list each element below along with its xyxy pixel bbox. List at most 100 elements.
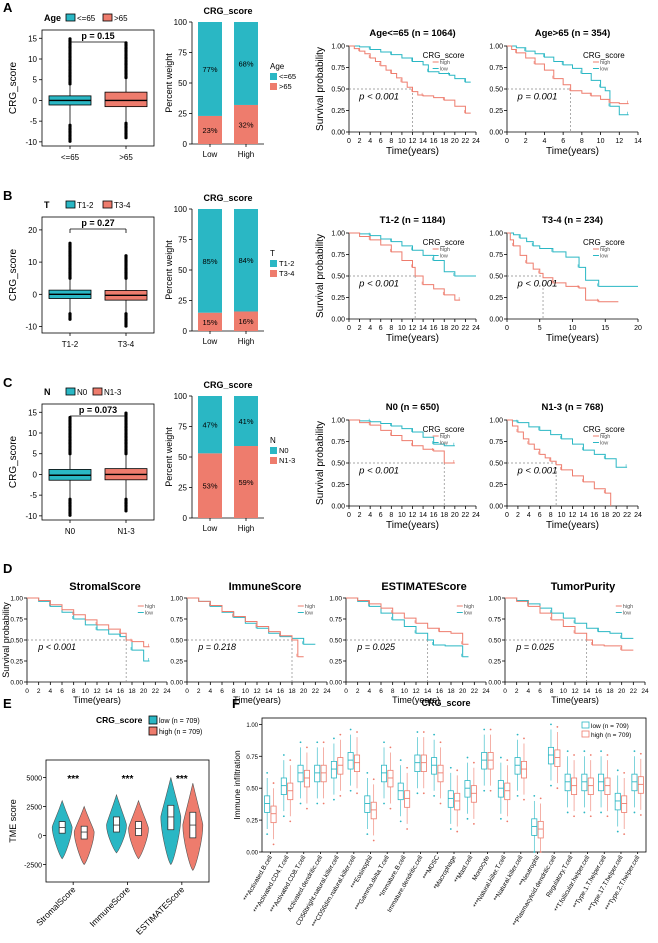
panelA-km1-km-xtick-label: 14 xyxy=(419,138,427,145)
panelF-outlier xyxy=(449,766,452,769)
panelB-km2-km-curve-low xyxy=(507,232,638,287)
panelD-2-km-ytick-label: 1.00 xyxy=(329,596,342,603)
panelB-box-legend-title: T xyxy=(44,200,50,210)
panelF-box-high xyxy=(437,764,444,783)
panelB-box-legend-label: T1-2 xyxy=(77,201,94,210)
panelA-box-xtick-label: <=65 xyxy=(61,153,80,162)
panelA-km1-km-xtick-label: 24 xyxy=(472,138,480,145)
panelF-outlier xyxy=(516,794,519,797)
panelB-stack-legend-swatch xyxy=(270,270,277,277)
panelF-outlier xyxy=(556,726,559,728)
panelD-2-km-xtick-label: 16 xyxy=(436,688,444,695)
panelB-km1-km-xtick-label: 2 xyxy=(358,325,362,332)
panelB-stack-bar-bottom xyxy=(234,311,258,331)
panelC-km1-km-legend-title: CRG_score xyxy=(423,425,465,434)
panelA-box-body xyxy=(104,91,148,108)
panelF-outlier xyxy=(573,815,575,818)
panelE-ytick-label: -2500 xyxy=(24,863,42,870)
panelC-km1-km-xtick-label: 22 xyxy=(462,512,470,519)
panelC-box-legend-title: N xyxy=(44,387,51,397)
panelE-ytick-label: 2500 xyxy=(26,804,42,811)
panelF-outlier xyxy=(466,756,469,759)
panelB-km1-km-xtick-label: 0 xyxy=(347,325,351,332)
panelB-stack-ytick-label: 100 xyxy=(174,205,188,214)
panelA-km1-km-xtick-label: 22 xyxy=(462,138,470,145)
panelF-outlier xyxy=(456,830,459,833)
panelD-1-km-xtick-label: 16 xyxy=(277,688,285,695)
panelD-2-km-xtick-label: 10 xyxy=(401,688,409,695)
panelF-box-low xyxy=(614,792,621,811)
panelD-0-km-ytick-label: 0.00 xyxy=(10,680,23,687)
panelC-box-ylabel: CRG_score xyxy=(8,435,19,488)
panelA-stack-label-top: 68% xyxy=(238,59,253,68)
panelB-stack-ytick-label: 50 xyxy=(178,266,187,275)
panelD-3-km-xtick-label: 20 xyxy=(618,688,626,695)
panelF-box-low xyxy=(414,754,421,772)
panelA-stack-bar-bottom xyxy=(198,115,222,144)
panelF-outlier xyxy=(333,737,335,740)
panelD-3-km-xtick-label: 22 xyxy=(630,688,638,695)
panelC-km1-km-xtick-label: 0 xyxy=(347,512,351,519)
panelF-box-high xyxy=(387,769,394,788)
panelA-km1-km-ytick-label: 0.75 xyxy=(331,65,345,72)
panelA-km1-km-xtick-label: 18 xyxy=(440,138,448,145)
panelF-outlier xyxy=(623,833,626,836)
panelF-box-low xyxy=(381,764,388,783)
panelA-stack-ytick-label: 0 xyxy=(183,140,188,149)
panelF-box-high xyxy=(320,764,327,783)
panelA-box-frame xyxy=(41,29,155,147)
panelB-km2-km-pvalue: p < 0.001 xyxy=(516,278,557,289)
panelD-3-km-xlabel: Time(years) xyxy=(551,695,599,705)
panelF-outlier xyxy=(616,830,619,833)
panelF-outlier xyxy=(306,807,308,810)
panelD-3-km-xtick-label: 18 xyxy=(606,688,614,695)
panelC-km2-km-xtick-label: 24 xyxy=(634,512,642,519)
panelF-outlier xyxy=(566,811,569,814)
panelA-box-outlier xyxy=(68,139,72,143)
panelF-outlier xyxy=(289,759,292,762)
panelC-stack-label-bottom: 59% xyxy=(238,478,253,487)
panelB-box-ytick-label: -10 xyxy=(25,323,37,332)
panelD-1-km-ytick-label: 0.25 xyxy=(170,659,183,666)
panelC-stack-legend-swatch xyxy=(270,457,277,464)
panelD-0-km-xtick-label: 22 xyxy=(152,688,160,695)
panelD-0-km-ytick-label: 0.50 xyxy=(10,638,23,645)
panelB-km1-km-xtick-label: 12 xyxy=(409,325,417,332)
panelD-0-km-xtick-label: 24 xyxy=(163,688,171,695)
panelB-km1-km-ytick-label: 0.50 xyxy=(331,274,345,281)
panelB-stack-bar-top xyxy=(198,209,222,313)
panelF-outlier xyxy=(282,815,285,818)
panelD-0-km-ytick-label: 0.25 xyxy=(10,659,23,666)
panelB-km2-km-xtick-label: 10 xyxy=(569,325,577,332)
panelB-km1-km-xtick-label: 22 xyxy=(462,325,470,332)
panelB-km2-km-ytick-label: 0.25 xyxy=(489,295,503,302)
panelA-km2-km-xtick-label: 8 xyxy=(580,138,584,145)
panelA-box-outlier xyxy=(68,37,72,41)
panelF-outlier xyxy=(306,746,308,749)
panelF-box-low xyxy=(514,757,521,775)
panelC-km1-km-legend-label: low xyxy=(440,441,448,447)
panelA-stack-legend-swatch xyxy=(270,73,277,80)
panelC-stack-bar-top xyxy=(234,396,258,447)
panelC-km2-km-xtick-label: 16 xyxy=(590,512,598,519)
panelB-box-ytick-label: 0 xyxy=(33,290,38,299)
panelC-stack-ytick-label: 0 xyxy=(183,514,188,523)
panelC-km1-km-xtick-label: 10 xyxy=(398,512,406,519)
panelC-km1-km-xtick-label: 24 xyxy=(472,512,480,519)
panelD-0-km-xtick-label: 18 xyxy=(128,688,136,695)
panelC-box-ytick-label: 5 xyxy=(33,450,38,459)
panelF-box-high xyxy=(287,782,294,801)
panelA-stack-ylabel: Percent weight xyxy=(164,53,174,113)
panelC-stack-bar-bottom xyxy=(198,453,222,518)
panelF-legend-label: high (n = 709) xyxy=(591,732,631,739)
panelA-km2-km-title: Age>65 (n = 354) xyxy=(535,28,611,39)
panelF-outlier xyxy=(383,802,385,805)
panelC-box-ytick-label: 10 xyxy=(28,429,37,438)
panelC-stack-ylabel: Percent weight xyxy=(164,427,174,487)
panelF-outlier xyxy=(322,802,325,805)
panelF-outlier xyxy=(406,828,409,830)
panelB-km2-km-ytick-label: 0.50 xyxy=(489,274,503,281)
panelC-km1-km-xtick-label: 4 xyxy=(368,512,372,519)
panelF-outlier xyxy=(600,811,602,814)
panelB-box-legend-swatch xyxy=(102,200,113,209)
